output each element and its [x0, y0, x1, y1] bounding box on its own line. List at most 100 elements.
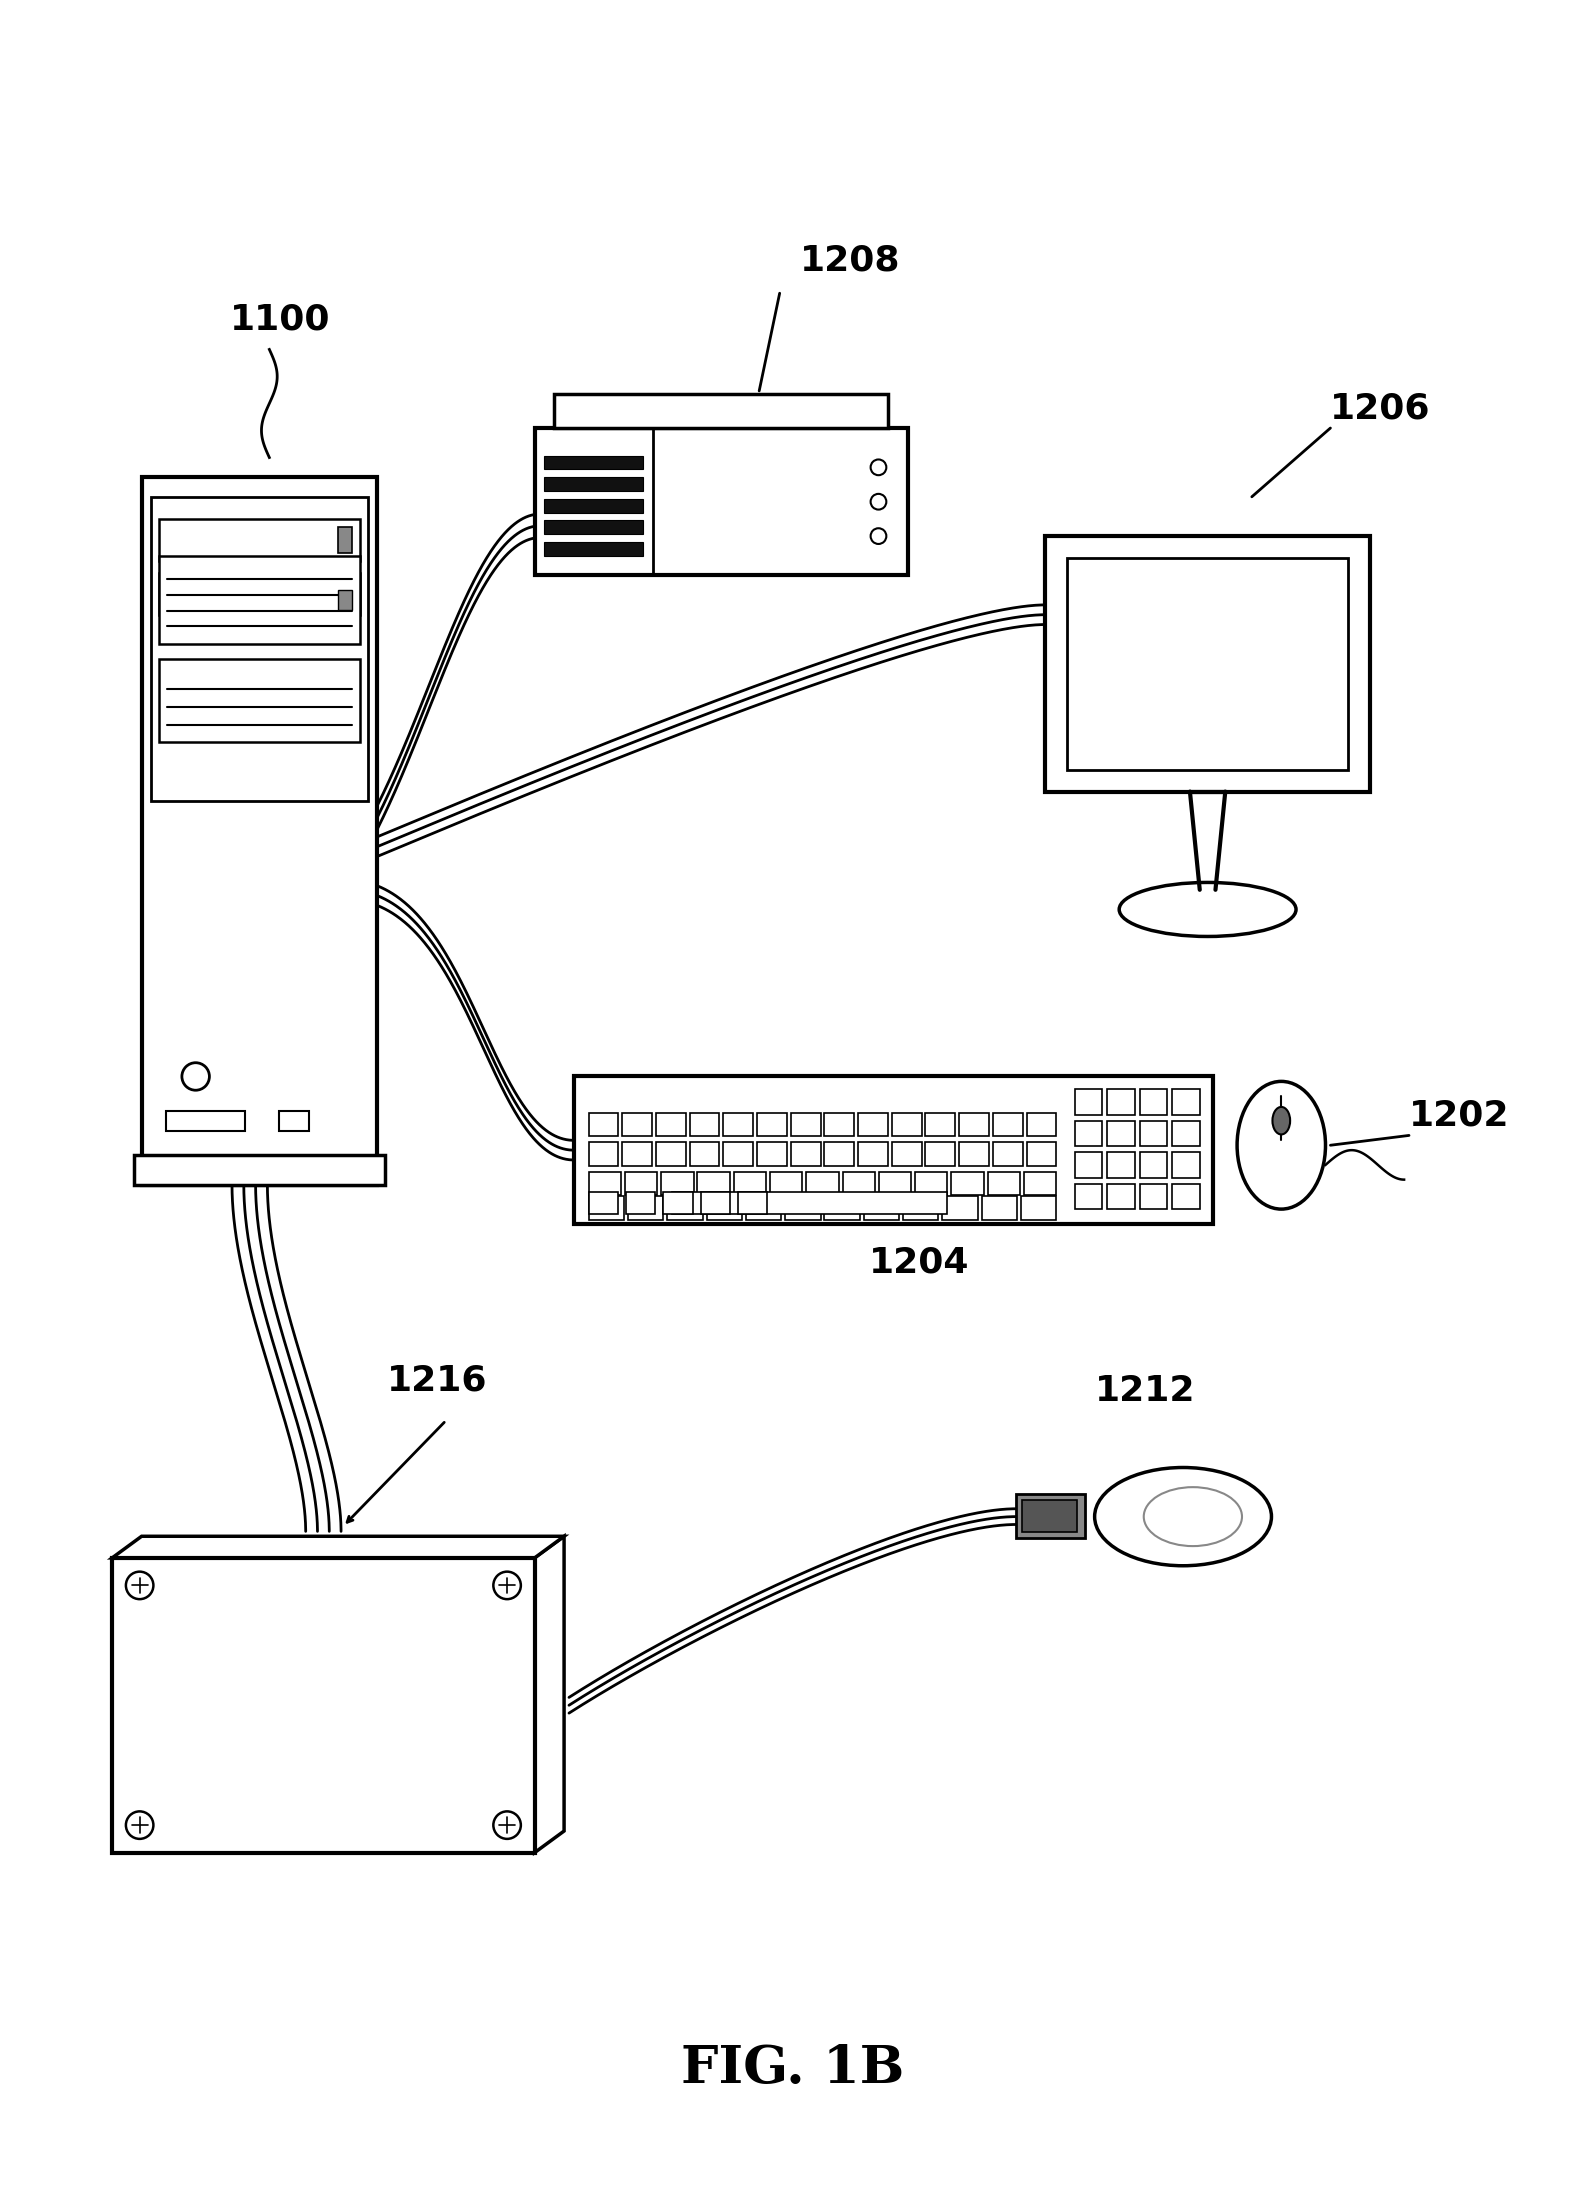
Bar	[1107, 1090, 1136, 1114]
Bar	[668, 1196, 703, 1220]
Bar	[960, 1143, 990, 1167]
Bar	[657, 1112, 685, 1136]
Bar	[737, 1193, 768, 1213]
Bar	[661, 1171, 693, 1196]
Bar	[926, 1112, 955, 1136]
Bar	[279, 1112, 309, 1129]
Bar	[690, 1143, 720, 1167]
Text: 1206: 1206	[1331, 390, 1431, 426]
Bar	[544, 543, 642, 556]
Bar	[1140, 1090, 1167, 1114]
Text: 1208: 1208	[799, 245, 901, 278]
Bar	[338, 591, 352, 609]
Text: FIG. 1B: FIG. 1B	[682, 2043, 904, 2093]
Bar	[771, 1171, 803, 1196]
Bar	[141, 476, 377, 1185]
Bar	[672, 1193, 947, 1213]
Bar	[723, 1112, 753, 1136]
Bar	[544, 457, 642, 470]
Polygon shape	[113, 1535, 565, 1557]
Bar	[1075, 1152, 1102, 1178]
Bar	[902, 1196, 939, 1220]
Bar	[544, 476, 642, 492]
Text: 1216: 1216	[387, 1363, 488, 1399]
Bar	[159, 518, 360, 560]
Bar	[1075, 1090, 1102, 1114]
Bar	[628, 1196, 663, 1220]
Bar	[842, 1171, 875, 1196]
Ellipse shape	[1272, 1107, 1289, 1134]
Circle shape	[493, 1571, 520, 1599]
Bar	[757, 1143, 787, 1167]
Text: 1100: 1100	[230, 302, 330, 338]
Ellipse shape	[1144, 1487, 1242, 1546]
Bar	[554, 393, 888, 428]
Bar	[663, 1193, 693, 1213]
Bar	[588, 1143, 619, 1167]
Bar	[625, 1171, 657, 1196]
Bar	[825, 1143, 855, 1167]
Bar	[1017, 1493, 1085, 1538]
Bar	[891, 1112, 921, 1136]
Bar	[891, 1143, 921, 1167]
Bar	[1172, 1121, 1199, 1147]
Bar	[588, 1196, 623, 1220]
Ellipse shape	[1120, 882, 1296, 938]
Bar	[825, 1112, 855, 1136]
Ellipse shape	[1094, 1467, 1272, 1566]
Bar	[1067, 558, 1348, 770]
Bar	[1026, 1143, 1056, 1167]
Ellipse shape	[1237, 1081, 1326, 1209]
Text: 1212: 1212	[1094, 1374, 1196, 1407]
Bar	[534, 428, 907, 576]
Bar	[858, 1143, 888, 1167]
Bar	[960, 1112, 990, 1136]
Bar	[1107, 1152, 1136, 1178]
Bar	[1021, 1500, 1077, 1533]
Bar	[1045, 536, 1370, 792]
Bar	[993, 1143, 1023, 1167]
Bar	[159, 660, 360, 743]
Bar	[626, 1193, 655, 1213]
Circle shape	[493, 1811, 520, 1840]
Bar	[723, 1143, 753, 1167]
Bar	[806, 1171, 839, 1196]
Bar	[993, 1112, 1023, 1136]
Bar	[1107, 1121, 1136, 1147]
Bar	[698, 1171, 730, 1196]
Bar	[757, 1112, 787, 1136]
Bar	[1140, 1121, 1167, 1147]
Bar	[982, 1196, 1017, 1220]
Bar	[151, 496, 368, 801]
Bar	[544, 521, 642, 534]
Bar	[785, 1196, 820, 1220]
Bar	[1075, 1121, 1102, 1147]
Bar	[588, 1193, 619, 1213]
Bar	[588, 1171, 622, 1196]
Bar	[745, 1196, 782, 1220]
Bar	[858, 1112, 888, 1136]
Bar	[706, 1196, 742, 1220]
Circle shape	[871, 459, 887, 474]
Bar	[588, 1112, 619, 1136]
Bar	[1107, 1185, 1136, 1209]
Bar	[133, 1156, 385, 1185]
Bar	[791, 1143, 820, 1167]
Bar	[159, 556, 360, 644]
Bar	[926, 1143, 955, 1167]
Text: 1204: 1204	[869, 1246, 969, 1279]
Bar	[544, 499, 642, 512]
Circle shape	[182, 1063, 209, 1090]
Polygon shape	[534, 1535, 565, 1853]
Bar	[1172, 1185, 1199, 1209]
Bar	[734, 1171, 766, 1196]
Bar	[825, 1196, 860, 1220]
Bar	[574, 1077, 1213, 1224]
Bar	[338, 527, 352, 554]
Bar	[1140, 1152, 1167, 1178]
Bar	[942, 1196, 977, 1220]
Circle shape	[871, 494, 887, 510]
Bar	[915, 1171, 947, 1196]
Circle shape	[871, 527, 887, 545]
Bar	[701, 1193, 730, 1213]
